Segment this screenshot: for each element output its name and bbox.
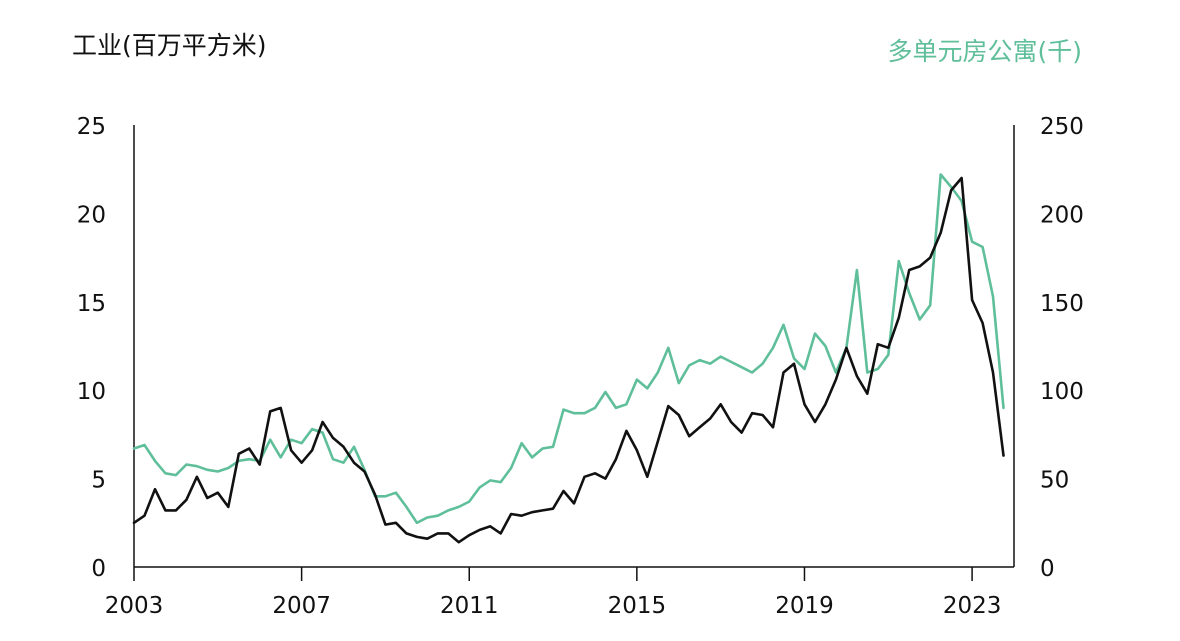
- x-tick-label: 2015: [608, 593, 667, 619]
- y-right-tick-label: 50: [1040, 468, 1069, 494]
- y-right-tick-label: 250: [1040, 114, 1084, 140]
- y-left-tick-label: 20: [77, 202, 106, 228]
- y-left-tick-label: 5: [91, 468, 106, 494]
- y-left-tick-label: 10: [77, 379, 106, 405]
- y-right-tick-label: 150: [1040, 291, 1084, 317]
- industrial-series-line: [132, 176, 1005, 544]
- x-tick-label: 2019: [775, 593, 834, 619]
- y-right-tick-label: 200: [1040, 202, 1084, 228]
- right-axis-title: 多单元房公寓(千): [887, 37, 1082, 66]
- multifamily-series-line: [132, 173, 1005, 525]
- y-right-tick-label: 0: [1040, 556, 1055, 582]
- x-tick-label: 2023: [943, 593, 1002, 619]
- left-axis-title: 工业(百万平方米): [72, 31, 267, 60]
- x-tick-label: 2007: [272, 593, 331, 619]
- y-right-tick-label: 100: [1040, 379, 1084, 405]
- x-tick-label: 2003: [105, 593, 164, 619]
- x-tick-label: 2011: [440, 593, 499, 619]
- y-left-tick-label: 0: [91, 556, 106, 582]
- y-left-tick-label: 15: [77, 291, 106, 317]
- y-left-tick-label: 25: [77, 114, 106, 140]
